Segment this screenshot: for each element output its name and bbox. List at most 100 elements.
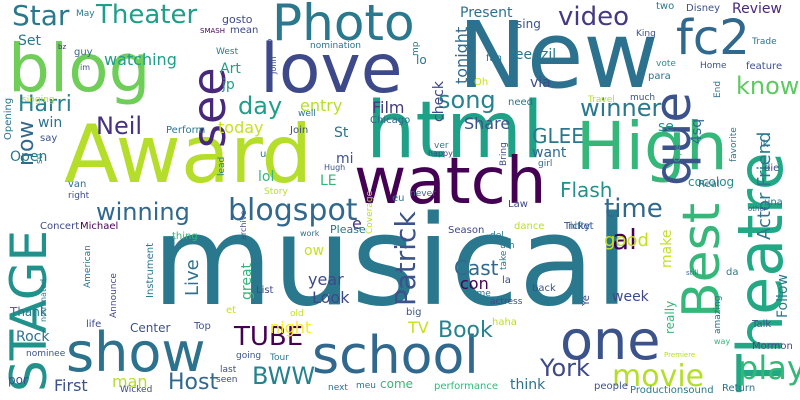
word-top: Top [194,321,211,332]
word-today: today [218,118,264,137]
word-set: Set [18,33,41,49]
word-chicago: Chicago [370,115,411,126]
word-blog: blog [8,30,151,107]
word-jp: jp [222,77,235,93]
word-win: win [38,115,63,131]
word-nomination: nomination [310,41,361,51]
word-da: da [726,267,739,278]
word-mormon: Mormon [752,341,793,352]
word-opening: Opening [3,97,14,140]
word-take: take [499,250,509,270]
word-check: check [431,81,447,122]
word-smash: SMASH [200,27,225,35]
word-performance: performance [434,381,499,392]
word-talk: Talk [752,319,772,330]
word-feature: feature [746,61,783,72]
word-review: Review [732,1,782,17]
word-one: one [560,309,661,372]
word-musical: musical [152,190,630,334]
word-think: think [510,377,546,393]
word-photo: Photo [272,0,415,52]
word-hugh: Hugh [324,163,346,172]
word-list: List [256,285,274,296]
word-know: know [736,72,800,100]
word-st: St [334,125,349,141]
word-king: King [636,29,656,39]
word-blogspot: blogspot [228,193,358,228]
word-wicked: Wicked [120,385,153,395]
word-bz: bz [58,43,67,51]
word-bww: BWW [252,362,316,390]
word-song: song [438,86,496,114]
word-seen: seen [216,375,238,385]
word-flash: Flash [560,178,613,202]
word-love: love [260,30,403,109]
word-ow: ow [304,243,325,259]
word-tube: TUBE [234,322,304,352]
word-um: um [500,241,515,251]
word-fc2: fc2 [676,10,750,66]
word-lo: lo [416,53,427,67]
word-concert: Concert [40,221,80,232]
word-haha: haha [492,317,517,328]
word-make: make [659,229,675,268]
word-para: para [648,71,671,82]
word-art: Art [220,61,241,77]
word-la: la [502,275,511,286]
word-entry: entry [300,96,343,115]
word-trade: Trade [752,37,777,47]
word-watch: watch [354,145,547,219]
word-meu: meu [356,381,377,391]
word-nifty: nifty [568,221,591,232]
word-movie: movie [612,359,705,394]
word-dance: dance [514,221,545,232]
word-ye: Ye [581,295,592,306]
word-star: Star [12,0,70,32]
word-people: people [594,381,628,392]
word-please: Please [330,223,366,236]
word-eu: eu [392,193,405,204]
word-back: back [532,283,556,294]
word-singing: singing [22,95,55,105]
word-travel: Travel [588,95,615,105]
word-year: year [308,270,344,289]
word-lol: lol [258,169,275,185]
word-york: York [540,354,590,382]
word-con: con [460,274,489,293]
word-ticket: Ticket [564,221,594,232]
word-want: want [532,145,567,161]
word-good: good [604,230,649,251]
word-play: play [738,349,800,387]
word-well: well [298,109,316,119]
word-center: Center [130,321,171,335]
word-week: week [612,289,649,305]
word-next: next [328,383,348,393]
word-die: die [764,163,780,174]
word-vote: vote [656,59,676,69]
word-premiere: Premiere [664,351,696,359]
word-watching: watching [104,50,177,69]
word-fan: fan [486,53,502,64]
word-feedzil: feedzil [510,47,557,63]
word-need: need [508,97,533,108]
word-high: High [576,108,728,185]
word-announce: Announce [109,273,119,318]
word-other: other [748,205,767,213]
word-follow: Follow [775,274,791,318]
word-amazing: amazing [713,295,723,334]
word-life: life [86,319,102,330]
word-work: work [300,229,320,238]
word-oh: Oh [474,77,489,88]
word-west: West [216,47,239,57]
word-video: video [558,2,630,32]
word-disney: Disney [686,3,721,14]
word-nominee: nominee [26,349,66,359]
word-nominated: nominated [39,278,48,322]
word-et: et [226,305,237,316]
word-way: way [714,337,731,346]
word-school: school [312,326,479,386]
word-guy: guy [74,47,93,58]
word-html: html [366,86,544,176]
word-favorite: favorite [729,127,739,162]
word-mean: mean [230,25,259,36]
